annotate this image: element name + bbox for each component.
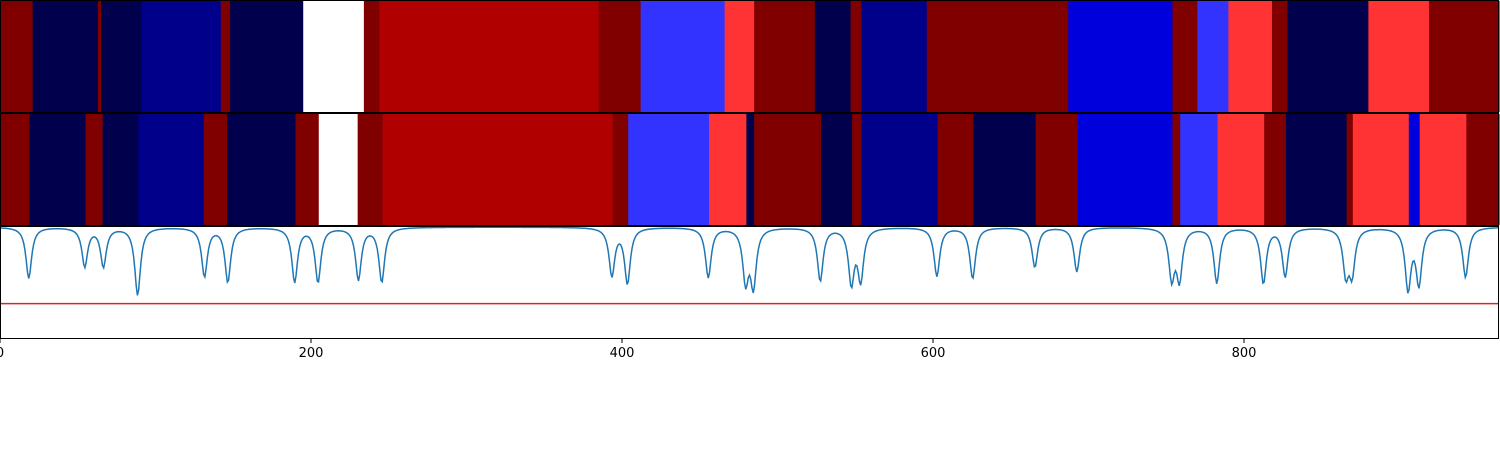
heatmap-cell-row2-21 — [973, 114, 1037, 225]
x-tick-label-5: 800 — [1232, 346, 1257, 361]
heatmap-cell-row2-28 — [1285, 114, 1348, 225]
signal-panel — [0, 226, 1500, 305]
heatmap-cell-row1-12 — [640, 1, 726, 112]
heatmap-cell-row2-1 — [0, 114, 31, 225]
heatmap-cell-row2-14 — [709, 114, 747, 225]
heatmap-cell-row2-29 — [1346, 114, 1354, 225]
x-tick-label-3: 400 — [610, 346, 635, 361]
heatmap-cell-row2-23 — [1077, 114, 1174, 225]
heatmap-cell-row1-8 — [303, 1, 365, 112]
heatmap-cell-row2-4 — [102, 114, 139, 225]
heatmap-cell-row1-16 — [850, 1, 863, 112]
x-tick-label-1: 0 — [0, 346, 4, 361]
heatmap-cell-row2-3 — [85, 114, 104, 225]
heatmap-cell-row2-19 — [861, 114, 939, 225]
heatmap-cell-row1-22 — [1228, 1, 1273, 112]
heatmap-cell-row2-30 — [1352, 114, 1410, 225]
heatmap-cell-row2-24 — [1172, 114, 1181, 225]
heatmap-cell-row2-10 — [357, 114, 384, 225]
heatmap-cell-row1-24 — [1287, 1, 1369, 112]
heatmap-cell-row2-9 — [318, 114, 359, 225]
heatmap-row-1-frame — [0, 0, 1499, 113]
heatmap-cell-row2-6 — [203, 114, 228, 225]
heatmap-cell-row1-7 — [230, 1, 304, 112]
heatmap-cell-row2-16 — [754, 114, 822, 225]
heatmap-cell-row1-21 — [1197, 1, 1230, 112]
heatmap-cell-row2-2 — [29, 114, 87, 225]
heatmap-cell-row1-18 — [926, 1, 1069, 112]
signal-panel-frame — [0, 226, 1499, 339]
heatmap-cell-row2-13 — [628, 114, 710, 225]
heatmap-cell-row1-1 — [0, 1, 34, 112]
heatmap-cell-row2-18 — [852, 114, 863, 225]
x-axis: 0 200 400 600 800 — [0, 339, 1256, 361]
heatmap-cell-row1-10 — [379, 1, 600, 112]
x-tick-label-2: 200 — [299, 346, 324, 361]
heatmap-cell-row2-22 — [1035, 114, 1079, 225]
heatmap-row-2 — [0, 114, 1500, 225]
heatmap-cell-row1-9 — [363, 1, 381, 112]
heatmap-cell-row1-11 — [598, 1, 642, 112]
x-tick-label-4: 600 — [921, 346, 946, 361]
heatmap-cell-row2-32 — [1419, 114, 1467, 225]
heatmap-cell-row2-26 — [1217, 114, 1265, 225]
heatmap-cell-row1-2 — [32, 1, 99, 112]
heatmap-cell-row2-5 — [138, 114, 205, 225]
heatmap-row-2-frame — [0, 113, 1499, 226]
heatmap-cell-row2-33 — [1466, 114, 1500, 225]
heatmap-cell-row1-3 — [97, 1, 102, 112]
signal-series-line — [0, 226, 1500, 296]
heatmap-cell-row1-19 — [1068, 1, 1174, 112]
heatmap-cell-row1-26 — [1429, 1, 1500, 112]
heatmap-cell-row2-17 — [821, 114, 853, 225]
heatmap-cell-row1-25 — [1368, 1, 1430, 112]
heatmap-cell-row1-4 — [101, 1, 143, 112]
heatmap-cell-row1-20 — [1172, 1, 1198, 112]
heatmap-cell-row2-11 — [382, 114, 614, 225]
heatmap-cell-row1-5 — [141, 1, 222, 112]
heatmap-cell-row1-17 — [861, 1, 928, 112]
heatmap-cell-row2-12 — [612, 114, 629, 225]
heatmap-cell-row2-27 — [1264, 114, 1287, 225]
heatmap-cell-row1-6 — [220, 1, 231, 112]
heatmap-cell-row1-23 — [1271, 1, 1289, 112]
heatmap-cell-row2-8 — [295, 114, 320, 225]
heatmap-row-1 — [0, 1, 1500, 112]
heatmap-cell-row1-14 — [754, 1, 816, 112]
heatmap-cell-row2-15 — [746, 114, 755, 225]
heatmap-cell-row2-7 — [227, 114, 297, 225]
heatmap-cell-row1-13 — [724, 1, 755, 112]
heatmap-cell-row2-31 — [1408, 114, 1421, 225]
heatmap-cell-row2-25 — [1180, 114, 1219, 225]
heatmap-cell-row1-15 — [814, 1, 852, 112]
heatmap-cell-row2-20 — [937, 114, 975, 225]
